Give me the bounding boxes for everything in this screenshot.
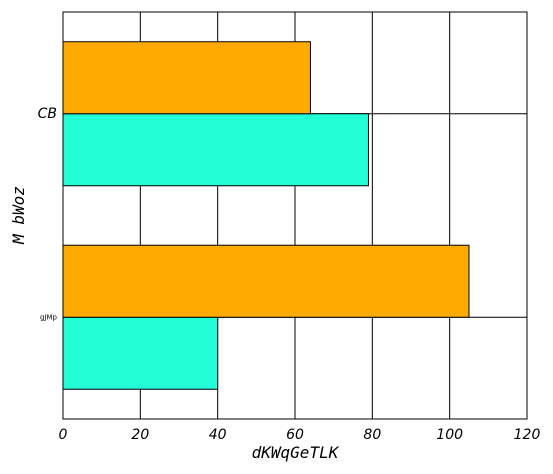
x-tick-label: 100 [436, 427, 463, 443]
y-axis-label: M bWoz [9, 186, 28, 245]
y-tick-labels: gJMp CB [38, 106, 58, 322]
x-tick-label: 40 [209, 427, 227, 443]
plot-frame [62, 11, 528, 420]
bar-CB-series-2 [62, 41, 311, 115]
y-tick-label: gJMp [40, 313, 58, 321]
x-tick-label: 0 [59, 427, 68, 443]
x-tick-label: 20 [131, 427, 149, 443]
x-tick-label: 80 [363, 427, 381, 443]
bar-gJMp-series-1 [62, 316, 219, 390]
bar-gJMp-series-2 [62, 244, 470, 318]
x-tick-labels: 0 20 40 60 80 100 120 [59, 427, 541, 443]
x-tick-label: 120 [514, 427, 541, 443]
x-axis-label: dKWqGeTLK [252, 443, 340, 462]
y-tick-label: CB [38, 106, 57, 122]
bars [62, 41, 470, 390]
bar-CB-series-1 [62, 113, 369, 187]
x-tick-label: 60 [286, 427, 304, 443]
